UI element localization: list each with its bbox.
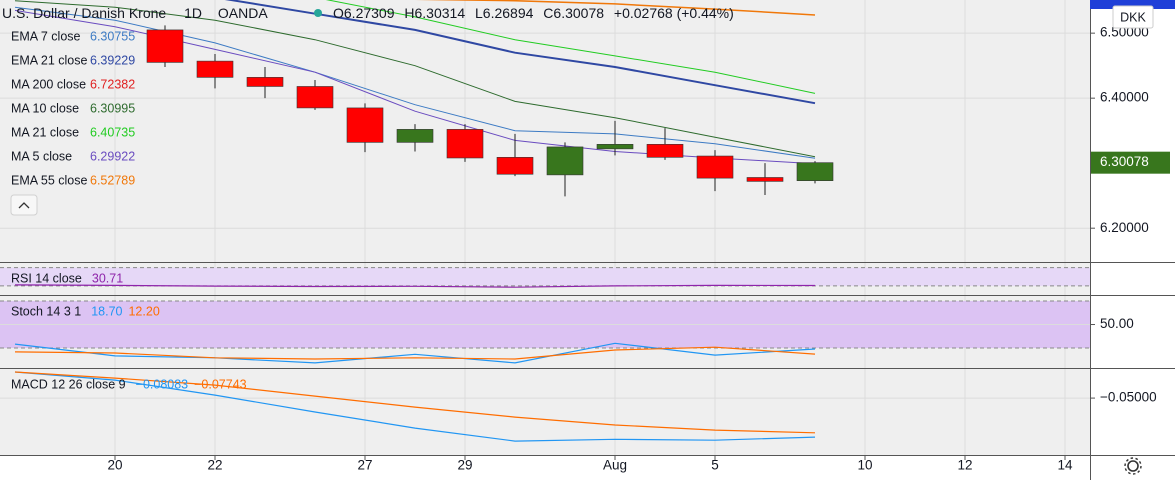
x-tick-label: 10 [857,458,872,473]
header: U.S. Dollar / Danish Krone 1D OANDA O6.2… [2,5,734,21]
legend-name: EMA 7 close [11,29,81,43]
pane [0,263,1090,295]
indicator-line [14,0,816,158]
indicator-line [14,371,816,442]
market-status-dot [314,9,322,17]
symbol[interactable]: U.S. Dollar / Danish Krone [2,5,166,21]
gear-icon [1127,460,1139,472]
candle-body [196,60,234,78]
x-tick-label: 22 [207,458,222,473]
stat: +0.02768 (+0.44%) [614,5,734,21]
last-price: 6.30078 [1100,154,1149,169]
indicator-value: 18.70 [91,304,122,318]
band [0,267,1090,286]
legend-value: 6.72382 [90,77,135,91]
settings-button[interactable] [1124,457,1142,475]
price-marker [1090,0,1175,9]
currency-box[interactable] [1112,5,1154,29]
legend-value: 6.39229 [90,53,135,67]
x-tick-label: Aug [603,458,627,473]
candle-body [646,144,684,158]
legend-name: MA 21 close [11,125,79,139]
price-axis-area [1090,0,1175,480]
stat: H6.30314 [404,5,465,21]
last-price-box [1090,151,1170,174]
stat: C6.30078 [543,5,604,21]
x-tick-label: 20 [107,458,122,473]
pane [0,369,1090,455]
y-tick-label: 6.20000 [1100,220,1149,235]
y-tick-label: −0.05000 [1100,390,1157,405]
stat: L6.26894 [475,5,534,21]
indicator-line [14,342,816,364]
indicator-value: 12.20 [128,304,159,318]
x-tick-label: 14 [1057,458,1073,473]
indicator-line [14,284,816,288]
y-tick-label: 50.00 [1100,316,1134,331]
indicator-value: −0.07743 [194,377,247,391]
candle-body [796,162,834,181]
source: OANDA [218,5,268,21]
candle-body [696,155,734,179]
x-tick-label: 29 [457,458,472,473]
indicator-title: Stoch 14 3 1 [11,304,81,318]
candle-body [446,129,484,159]
indicator-value: 30.71 [92,271,123,285]
collapse-icon [18,202,30,209]
time-axis-area [0,456,1090,480]
pane [0,0,1090,262]
legend-value: 6.52789 [90,173,135,187]
currency: DKK [1120,10,1146,24]
interval[interactable]: 1D [184,5,202,21]
indicator-line [412,0,816,16]
legend-name: MA 200 close [11,77,86,91]
x-tick-label: 5 [711,458,719,473]
candle-body [296,86,334,109]
indicator-line [14,346,816,360]
legend-value: 6.30995 [90,101,135,115]
candle-body [146,29,184,63]
candle-body [596,144,634,150]
legend-name: EMA 55 close [11,173,87,187]
stat: O6.27309 [333,5,395,21]
candle-body [746,177,784,182]
x-tick-label: 27 [357,458,372,473]
legend-value: 6.40735 [90,125,135,139]
indicator-line [14,371,816,434]
candle-body [346,107,384,143]
candle-body [246,77,284,87]
legend-name: MA 5 close [11,149,72,163]
candle-body [396,129,434,143]
indicator-line [325,0,816,94]
indicator-title: MACD 12 26 close 9 [11,377,126,391]
candle-body [546,146,584,176]
legend-value: 6.30755 [90,29,135,43]
indicator-title: RSI 14 close [11,271,82,285]
collapse-legend-button[interactable] [10,194,38,216]
pane [0,296,1090,368]
legend-name: MA 10 close [11,101,79,115]
indicator-line [224,0,816,105]
y-tick-label: 6.40000 [1100,90,1149,105]
gear-teeth [1124,457,1142,475]
indicator-line [14,6,816,159]
legend-name: EMA 21 close [11,53,87,67]
legend-value: 6.29922 [90,149,135,163]
candle-body [496,157,534,175]
indicator-value: −0.08083 [136,377,189,391]
x-tick-label: 12 [957,458,972,473]
